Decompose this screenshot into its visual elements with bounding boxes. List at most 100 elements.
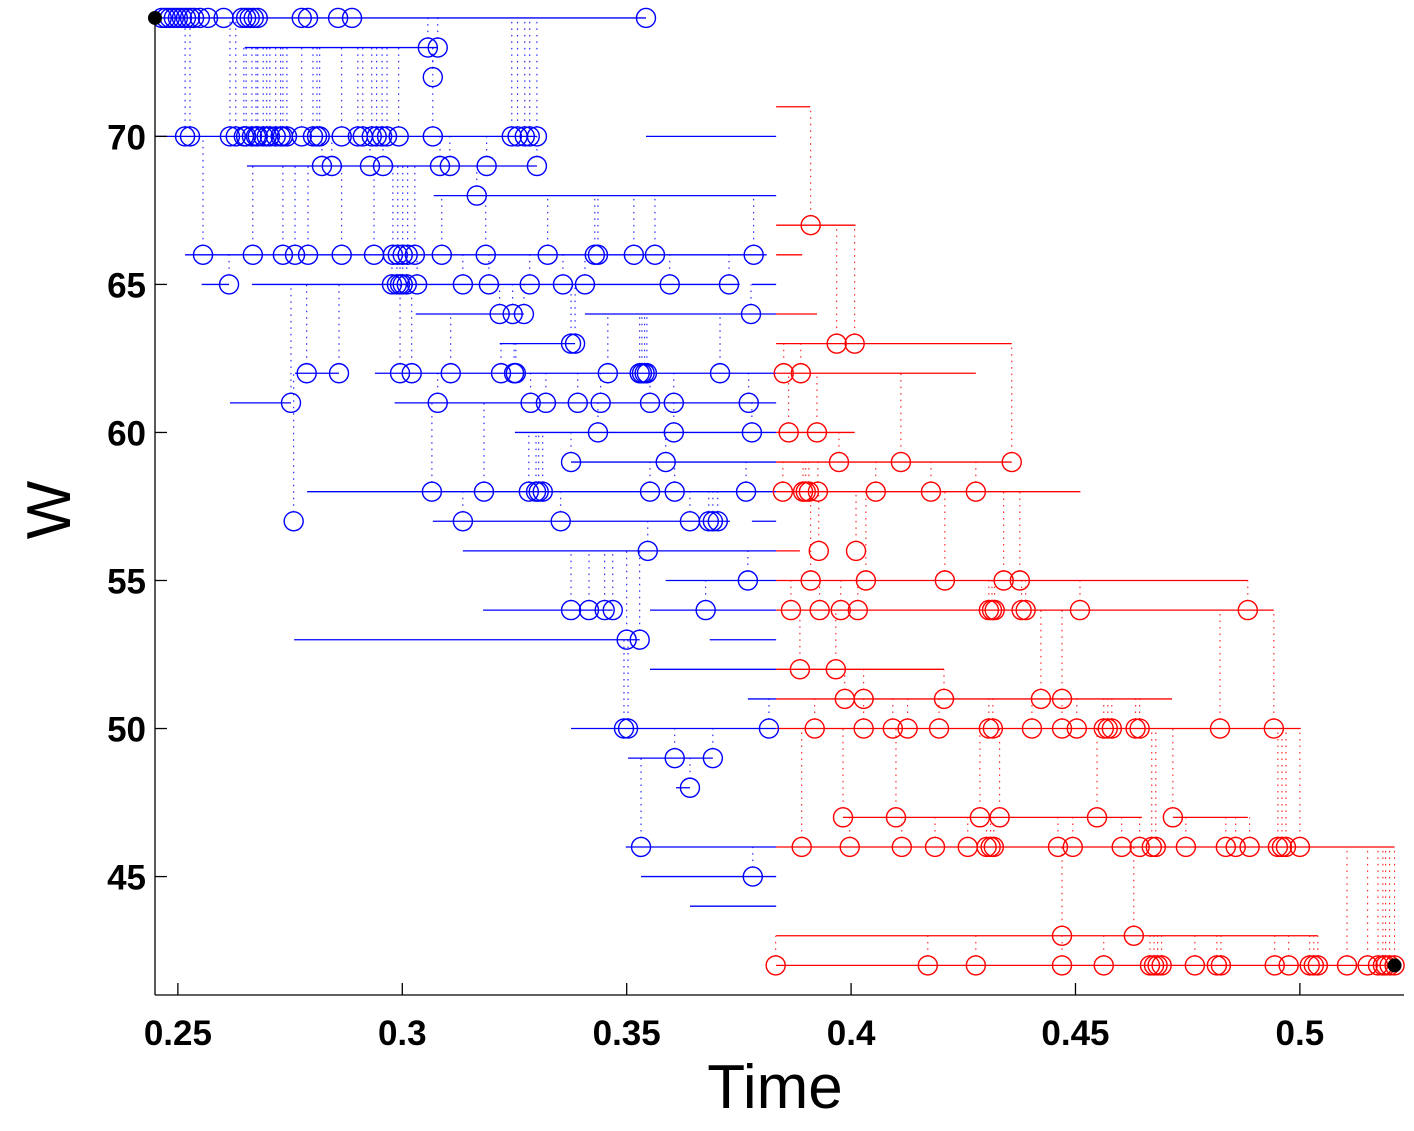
event-circle <box>1145 836 1167 858</box>
event-circle <box>1162 807 1184 828</box>
event-circle <box>630 836 652 858</box>
event-circle <box>179 7 201 29</box>
event-circle <box>765 955 786 976</box>
event-circle <box>505 363 527 384</box>
event-circle <box>1066 718 1088 739</box>
event-circle <box>265 126 286 147</box>
event-circle <box>331 244 352 266</box>
event-circle <box>502 303 523 325</box>
event-circle <box>639 481 661 502</box>
y-axis-label: W <box>15 480 84 539</box>
event-circle <box>489 303 510 325</box>
event-circle <box>885 807 907 828</box>
event-circle <box>1210 955 1232 976</box>
event-circle <box>969 807 991 828</box>
event-circle <box>664 747 685 769</box>
event-circle <box>594 599 615 621</box>
event-circle <box>659 274 680 295</box>
event-circle <box>1097 718 1118 739</box>
events <box>151 7 1405 976</box>
event-circle <box>359 155 381 177</box>
y-tick-label: 65 <box>107 266 146 305</box>
event-circle <box>421 481 443 502</box>
event-circle <box>284 244 306 266</box>
event-circle <box>806 422 828 443</box>
event-circle <box>321 155 343 177</box>
event-circle <box>738 392 759 414</box>
event-circle <box>197 7 219 29</box>
event-circle <box>291 7 312 29</box>
event-circle <box>890 451 912 473</box>
event-circle <box>789 659 811 680</box>
event-circle <box>1237 599 1259 621</box>
event-circle <box>737 570 759 591</box>
y-tick-label: 70 <box>107 118 146 157</box>
event-circle <box>381 274 403 295</box>
event-circle <box>466 185 487 206</box>
event-circle <box>239 7 260 29</box>
endpoint-marker <box>1387 958 1402 973</box>
event-circle <box>535 392 557 414</box>
event-circle <box>1093 718 1114 739</box>
event-circle <box>514 126 536 147</box>
event-circle <box>397 244 418 266</box>
event-circle <box>825 659 847 680</box>
event-circle <box>440 363 461 384</box>
event-circle <box>1367 955 1389 976</box>
event-circle <box>1215 836 1237 858</box>
x-tick-label: 0.25 <box>144 1014 212 1053</box>
event-circle <box>639 392 661 414</box>
event-circle <box>311 155 333 177</box>
event-circle <box>832 807 854 828</box>
event-circle <box>1001 451 1022 473</box>
event-circle <box>327 7 349 29</box>
event-circle <box>636 363 658 384</box>
event-circle <box>219 126 241 147</box>
event-circle <box>567 392 588 414</box>
event-circle <box>920 481 942 502</box>
event-circle <box>809 599 830 621</box>
event-circle <box>1175 836 1197 858</box>
event-circle <box>532 481 553 502</box>
event-circle <box>855 570 877 591</box>
event-circle <box>635 7 657 29</box>
x-axis-label: Time <box>707 1053 842 1122</box>
event-circle <box>778 422 799 443</box>
event-circle <box>259 126 281 147</box>
event-circle <box>519 126 540 147</box>
event-circle <box>490 363 512 384</box>
event-circle <box>933 688 955 710</box>
event-circle <box>587 244 609 266</box>
event-circle <box>235 126 257 147</box>
event-circle <box>1289 836 1311 858</box>
event-circle <box>247 126 268 147</box>
event-circle <box>780 599 802 621</box>
y-tick-label: 60 <box>107 414 146 453</box>
event-circle <box>1239 836 1260 858</box>
event-circle <box>1307 955 1329 976</box>
event-circle <box>1275 836 1297 858</box>
event-circle <box>247 7 268 29</box>
event-circle <box>175 7 197 29</box>
event-circle <box>1263 718 1285 739</box>
event-circle <box>982 718 1004 739</box>
event-circle <box>189 7 211 29</box>
event-circle <box>241 126 263 147</box>
event-circle <box>297 7 319 29</box>
event-circle <box>422 66 444 88</box>
event-circle <box>1062 836 1083 858</box>
event-circle <box>664 481 685 502</box>
event-circle <box>1384 955 1405 976</box>
event-circle <box>550 511 571 532</box>
event-circle <box>476 155 497 177</box>
event-circle <box>709 363 731 384</box>
event-circle <box>417 37 439 58</box>
event-circle <box>473 481 495 502</box>
event-circle <box>560 333 582 354</box>
event-circle <box>578 599 600 621</box>
event-circle <box>452 511 474 532</box>
event-circle <box>613 718 635 739</box>
event-circle <box>1009 570 1031 591</box>
event-circle <box>371 126 393 147</box>
